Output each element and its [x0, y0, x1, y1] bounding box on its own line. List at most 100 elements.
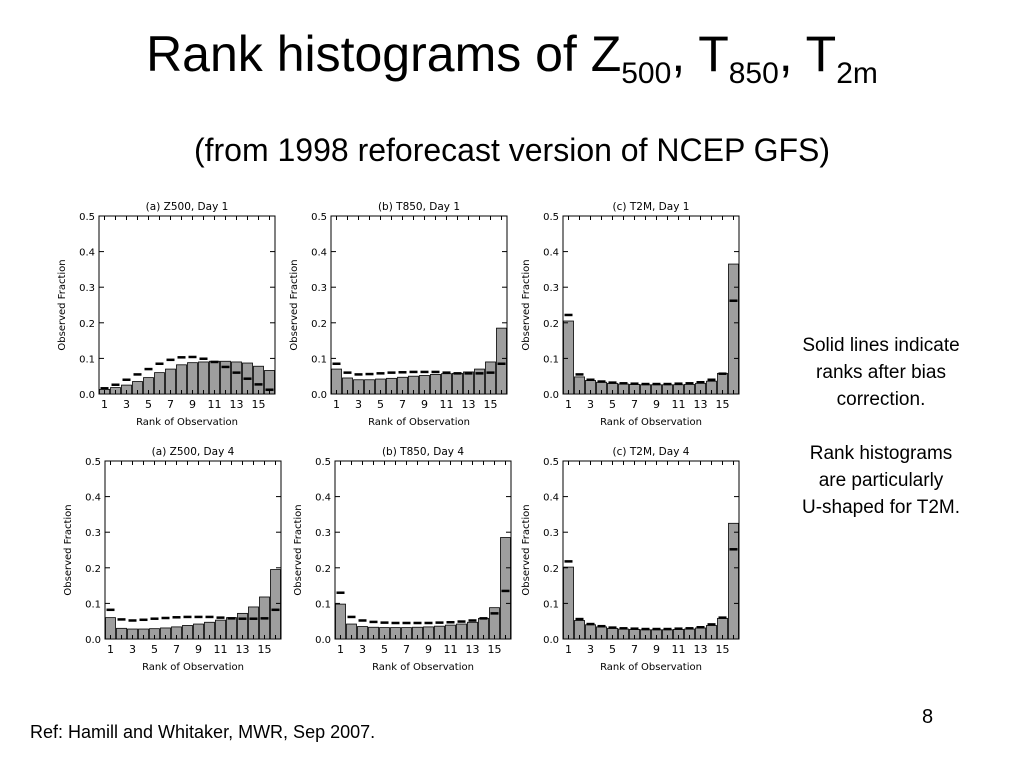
y-tick-label: 0.1: [79, 354, 95, 365]
side-note-line: Solid lines indicate: [802, 335, 960, 356]
x-axis-label: Rank of Observation: [600, 662, 702, 673]
x-tick-label: 9: [653, 398, 660, 411]
histogram-bar: [728, 263, 739, 395]
panel-title: (c) T2M, Day 1: [613, 201, 690, 213]
x-tick-label: 1: [565, 398, 572, 411]
y-tick-label: 0.3: [311, 283, 327, 294]
histogram-bar: [335, 603, 346, 640]
x-axis-label: Rank of Observation: [600, 417, 702, 428]
title-main: Rank histograms of Z: [146, 26, 622, 82]
y-tick-label: 0.0: [79, 390, 95, 401]
side-note-ushape: Rank histograms are particularly U-shape…: [770, 440, 992, 521]
histogram-bar: [187, 362, 198, 395]
x-tick-label: 9: [425, 643, 432, 656]
x-tick-label: 3: [129, 643, 136, 656]
panel-title: (a) Z500, Day 4: [152, 446, 235, 458]
x-axis-label: Rank of Observation: [368, 417, 470, 428]
x-tick-label: 13: [694, 398, 708, 411]
y-tick-label: 0.4: [85, 493, 101, 504]
x-tick-label: 5: [609, 398, 616, 411]
histogram-bar: [500, 537, 511, 640]
y-tick-label: 0.2: [315, 564, 331, 575]
x-tick-label: 3: [123, 398, 130, 411]
panel-title: (b) T850, Day 1: [378, 201, 460, 213]
title-sub-2m: 2m: [836, 57, 878, 90]
x-tick-label: 5: [609, 643, 616, 656]
y-tick-label: 0.5: [85, 457, 101, 468]
y-axis-label: Observed Fraction: [521, 504, 532, 595]
title-sub-850: 850: [728, 57, 779, 90]
side-note-line: are particularly: [818, 470, 944, 491]
y-axis-label: Observed Fraction: [521, 259, 532, 350]
x-tick-label: 9: [653, 643, 660, 656]
x-tick-label: 7: [631, 398, 638, 411]
histogram-bar: [485, 361, 496, 395]
x-tick-label: 1: [101, 398, 108, 411]
y-axis-label: Observed Fraction: [293, 504, 304, 595]
y-tick-label: 0.0: [311, 390, 327, 401]
histogram-bar: [231, 361, 242, 395]
panel-title: (b) T850, Day 4: [382, 446, 464, 458]
x-axis-label: Rank of Observation: [142, 662, 244, 673]
y-tick-label: 0.2: [85, 564, 101, 575]
side-note-line: Rank histograms: [809, 443, 953, 464]
x-tick-label: 13: [230, 398, 244, 411]
x-axis-label: Rank of Observation: [136, 417, 238, 428]
y-tick-label: 0.5: [543, 212, 559, 223]
x-tick-label: 3: [587, 398, 594, 411]
x-tick-label: 15: [716, 398, 730, 411]
panel-title: (a) Z500, Day 1: [146, 201, 229, 213]
x-tick-label: 3: [587, 643, 594, 656]
y-tick-label: 0.5: [543, 457, 559, 468]
y-tick-label: 0.2: [311, 319, 327, 330]
x-tick-label: 11: [444, 643, 458, 656]
histogram-bar: [270, 569, 281, 640]
x-tick-label: 13: [466, 643, 480, 656]
x-tick-label: 1: [337, 643, 344, 656]
y-tick-label: 0.1: [543, 599, 559, 610]
x-tick-label: 9: [421, 398, 428, 411]
x-tick-label: 11: [672, 398, 686, 411]
plot-frame: [562, 215, 740, 395]
x-tick-label: 3: [359, 643, 366, 656]
x-tick-label: 7: [399, 398, 406, 411]
y-tick-label: 0.4: [315, 493, 331, 504]
x-tick-label: 7: [631, 643, 638, 656]
side-note-bias: Solid lines indicate ranks after bias co…: [770, 332, 992, 413]
histogram-bar: [198, 361, 209, 395]
x-tick-label: 7: [403, 643, 410, 656]
x-tick-label: 15: [252, 398, 266, 411]
x-tick-label: 7: [167, 398, 174, 411]
y-tick-label: 0.0: [543, 635, 559, 646]
y-tick-label: 0.5: [315, 457, 331, 468]
x-tick-label: 15: [488, 643, 502, 656]
histogram-bar: [563, 320, 574, 395]
panel-title: (c) T2M, Day 4: [613, 446, 690, 458]
y-tick-label: 0.0: [315, 635, 331, 646]
histogram-bar: [209, 360, 220, 395]
y-tick-label: 0.3: [79, 283, 95, 294]
y-axis-label: Observed Fraction: [57, 259, 68, 350]
y-tick-label: 0.4: [543, 248, 559, 259]
y-tick-label: 0.5: [311, 212, 327, 223]
y-tick-label: 0.0: [543, 390, 559, 401]
title-sub-500: 500: [621, 57, 672, 90]
plot-frame: [330, 215, 508, 395]
y-tick-label: 0.3: [315, 528, 331, 539]
x-tick-label: 7: [173, 643, 180, 656]
y-tick-label: 0.4: [543, 493, 559, 504]
y-tick-label: 0.1: [311, 354, 327, 365]
x-tick-label: 13: [236, 643, 250, 656]
x-tick-label: 5: [377, 398, 384, 411]
x-tick-label: 15: [484, 398, 498, 411]
side-note-line: correction.: [836, 389, 926, 410]
histogram-bar: [176, 364, 187, 395]
x-tick-label: 13: [694, 643, 708, 656]
y-tick-label: 0.2: [543, 564, 559, 575]
x-tick-label: 5: [151, 643, 158, 656]
x-tick-label: 11: [214, 643, 228, 656]
y-tick-label: 0.3: [543, 283, 559, 294]
y-tick-label: 0.2: [79, 319, 95, 330]
x-tick-label: 9: [195, 643, 202, 656]
